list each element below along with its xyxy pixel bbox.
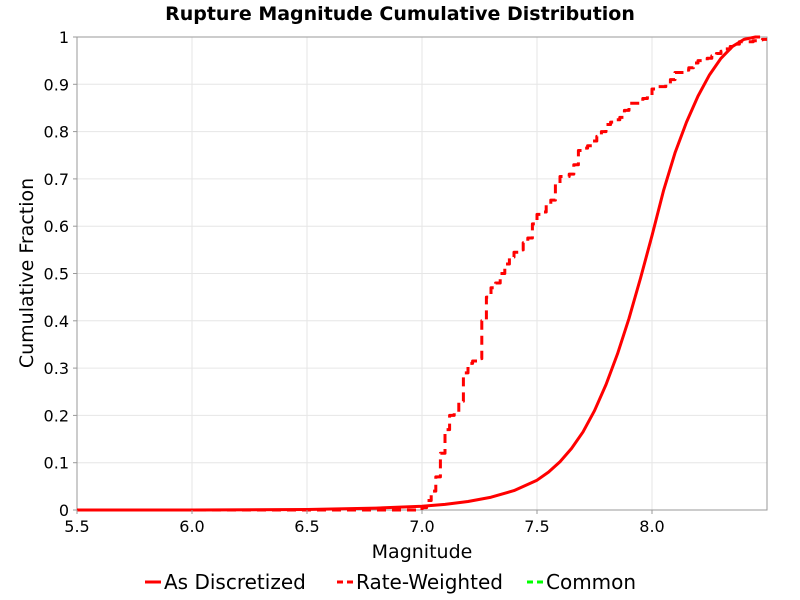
- x-tick-label: 7.0: [409, 517, 434, 536]
- series-line-as-discretized: [77, 35, 761, 512]
- legend-label: As Discretized: [164, 570, 306, 594]
- x-tick-label: 6.5: [294, 517, 319, 536]
- y-tick-label: 0.8: [44, 123, 69, 142]
- y-tick-label: 0.4: [44, 312, 69, 331]
- y-tick-label: 0.7: [44, 170, 69, 189]
- x-tick-label: 5.5: [64, 517, 89, 536]
- y-tick-label: 0: [59, 501, 69, 520]
- chart-title: Rupture Magnitude Cumulative Distributio…: [165, 3, 635, 25]
- y-tick-label: 0.6: [44, 217, 69, 236]
- legend-label: Common: [546, 570, 636, 594]
- legend-label: Rate-Weighted: [356, 570, 503, 594]
- grid-lines: [76, 36, 767, 511]
- series-layer: [77, 35, 767, 512]
- x-axis-label: Magnitude: [372, 541, 473, 563]
- x-tick-label: 7.5: [524, 517, 549, 536]
- y-tick-label: 0.2: [44, 406, 69, 425]
- y-axis-label: Cumulative Fraction: [16, 178, 38, 368]
- y-tick-label: 0.1: [44, 454, 69, 473]
- legend: As Discretized Rate-Weighted Common: [145, 570, 636, 594]
- y-tick-label: 0.5: [44, 265, 69, 284]
- y-tick-label: 0.9: [44, 75, 69, 94]
- x-tick-label: 8.0: [639, 517, 664, 536]
- y-tick-label: 1: [59, 28, 69, 47]
- x-tick-label: 6.0: [179, 517, 204, 536]
- y-tick-label: 0.3: [44, 359, 69, 378]
- tick-labels: 5.5 6.0 6.5 7.0 7.5 8.0 0 0.1 0.2 0.3 0.4 0.5 0.6 0.7…: [44, 28, 665, 536]
